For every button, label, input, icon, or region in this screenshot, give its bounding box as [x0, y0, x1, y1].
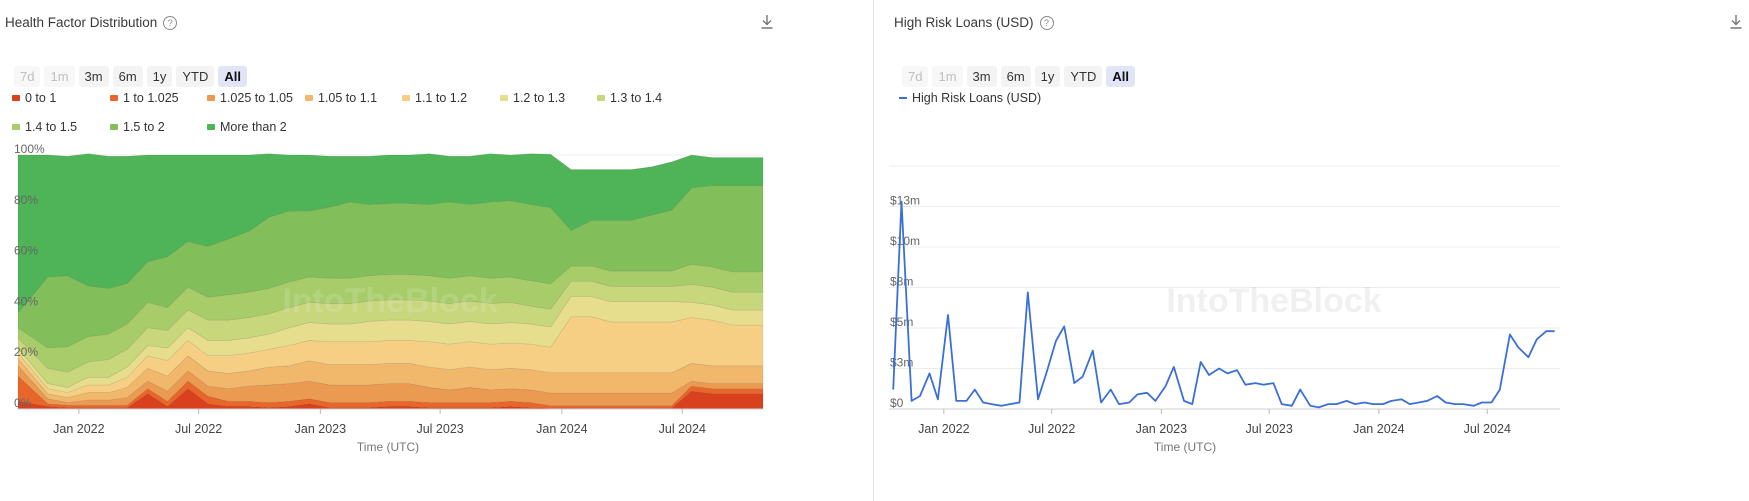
legend-label: More than 2 — [220, 120, 287, 134]
legend-swatch — [110, 95, 118, 101]
legend-item-1-025-to-1-05[interactable]: 1.025 to 1.05 — [207, 91, 293, 105]
area-1-05-to-1-1 — [17, 355, 764, 403]
legend-swatch — [500, 95, 508, 101]
right-range-3m-button[interactable]: 3m — [966, 66, 997, 87]
x-tick-label: Jul 2023 — [1246, 422, 1293, 436]
watermark-logo: IntoTheBlock — [1166, 282, 1381, 320]
x-tick-label: Jul 2022 — [1028, 422, 1075, 436]
x-tick-label: Jan 2022 — [918, 422, 969, 436]
area-1-4-to-1-5 — [17, 263, 764, 373]
left-range-3m-button[interactable]: 3m — [78, 66, 109, 87]
legend-item-1-5-to-2[interactable]: 1.5 to 2 — [110, 120, 165, 134]
y-tick-label: 0% — [14, 396, 32, 410]
legend-label: High Risk Loans (USD) — [912, 91, 1042, 105]
y-tick-label: 40% — [14, 294, 38, 308]
x-tick-label: Jul 2024 — [1464, 422, 1511, 436]
health-factor-chart: 0% 20% 40% 60% 80% 100% Jan 2022 Jul 2022 Jan 20… — [14, 142, 764, 454]
health-factor-title-row: Health Factor Distribution ? — [5, 15, 178, 30]
legend-swatch — [597, 95, 605, 101]
legend-label: 1.025 to 1.05 — [220, 91, 293, 105]
x-tick-label: Jul 2023 — [416, 422, 463, 436]
x-tick-label: Jan 2022 — [53, 422, 104, 436]
legend-item-more-than-2[interactable]: More than 2 — [207, 120, 287, 134]
legend-swatch — [402, 95, 410, 101]
legend-swatch — [207, 95, 215, 101]
legend-swatch — [110, 124, 118, 130]
legend-item-1-1-to-1-2[interactable]: 1.1 to 1.2 — [402, 91, 467, 105]
high-risk-loans-title-row: High Risk Loans (USD) ? — [894, 15, 1054, 30]
area-more-than-2 — [17, 153, 764, 314]
legend-item-0-to-1[interactable]: 0 to 1 — [12, 91, 56, 105]
legend-label: 1.1 to 1.2 — [415, 91, 468, 105]
left-range-6m-button[interactable]: 6m — [112, 66, 143, 87]
x-tick-label: Jan 2024 — [536, 422, 587, 436]
right-range-6m-button[interactable]: 6m — [1000, 66, 1031, 87]
legend-item-1-to-1-025[interactable]: 1 to 1.025 — [110, 91, 179, 105]
y-tick-label: 60% — [14, 244, 38, 258]
x-tick-label: Jan 2023 — [295, 422, 346, 436]
download-icon[interactable] — [760, 14, 774, 30]
left-range-all-button[interactable]: All — [218, 66, 248, 87]
y-tick-label: $13m — [890, 194, 920, 208]
y-tick-label: $8m — [890, 275, 913, 289]
legend-item-1-3-to-1-4[interactable]: 1.3 to 1.4 — [597, 91, 662, 105]
x-axis-title: Time (UTC) — [357, 440, 419, 454]
legend-label: 1.05 to 1.1 — [318, 91, 378, 105]
left-range-1y-button[interactable]: 1y — [146, 66, 173, 87]
left-range-ytd-button[interactable]: YTD — [176, 66, 215, 87]
y-tick-label: $0 — [890, 396, 904, 410]
y-tick-label: 100% — [14, 142, 45, 156]
legend-swatch — [12, 124, 20, 130]
area-1-to-1-025 — [17, 375, 764, 409]
question-circle-icon[interactable]: ? — [1039, 15, 1054, 30]
legend-swatch — [305, 95, 313, 101]
right-range-1m-button[interactable]: 1m — [932, 66, 963, 87]
right-range-all-button[interactable]: All — [1106, 66, 1136, 87]
y-tick-label: $5m — [890, 315, 913, 329]
legend-item-1-2-to-1-3[interactable]: 1.2 to 1.3 — [500, 91, 565, 105]
high-risk-loans-panel: High Risk Loans (USD) ? 7d 1m 3m 6m 1y YTD All… — [889, 0, 1749, 501]
legend-label: 1.3 to 1.4 — [610, 91, 663, 105]
left-range-7d-button[interactable]: 7d — [14, 66, 41, 87]
y-tick-label: $3m — [890, 356, 913, 370]
download-icon[interactable] — [1729, 14, 1743, 30]
x-tick-label: Jul 2022 — [175, 422, 222, 436]
health-factor-range-selector: 7d 1m 3m 6m 1y YTD All — [14, 66, 248, 87]
high-risk-loans-chart: $0 $3m $5m $8m $10m $13m IntoTheBlock Jan 2022 J… — [889, 165, 1560, 454]
x-tick-label: Jan 2024 — [1353, 422, 1404, 436]
high-risk-loans-line — [892, 200, 1555, 409]
legend-item-1-4-to-1-5[interactable]: 1.4 to 1.5 — [12, 120, 77, 134]
legend-item-high-risk-loans[interactable]: High Risk Loans (USD) — [899, 91, 1041, 105]
x-tick-label: Jul 2024 — [659, 422, 706, 436]
y-tick-label: 80% — [14, 193, 38, 207]
right-range-ytd-button[interactable]: YTD — [1064, 66, 1103, 87]
watermark-logo: IntoTheBlock — [282, 282, 497, 320]
legend-label: 1.2 to 1.3 — [513, 91, 566, 105]
legend-swatch — [12, 95, 20, 101]
legend-label: 1.4 to 1.5 — [25, 120, 78, 134]
right-range-1y-button[interactable]: 1y — [1034, 66, 1061, 87]
health-factor-title: Health Factor Distribution — [5, 15, 158, 30]
legend-label: 1 to 1.025 — [123, 91, 179, 105]
left-range-1m-button[interactable]: 1m — [44, 66, 75, 87]
area-1-1-to-1-2 — [17, 316, 764, 398]
legend-label: 1.5 to 2 — [123, 120, 165, 134]
health-factor-panel: Health Factor Distribution ? 7d 1m 3m 6m 1y Y… — [5, 14, 774, 454]
right-range-7d-button[interactable]: 7d — [902, 66, 929, 87]
panel-divider — [873, 0, 874, 501]
question-circle-icon[interactable]: ? — [163, 15, 178, 30]
area-1-3-to-1-4 — [17, 280, 764, 388]
x-axis-title: Time (UTC) — [1154, 440, 1216, 454]
y-tick-label: $10m — [890, 234, 920, 248]
high-risk-loans-range-selector: 7d 1m 3m 6m 1y YTD All — [902, 66, 1136, 87]
y-tick-label: 20% — [14, 345, 38, 359]
legend-item-1-05-to-1-1[interactable]: 1.05 to 1.1 — [305, 91, 377, 105]
legend-swatch — [207, 124, 215, 130]
x-tick-label: Jan 2023 — [1136, 422, 1187, 436]
area-1-5-to-2 — [17, 185, 764, 349]
legend-swatch — [899, 97, 907, 99]
legend-label: 0 to 1 — [25, 91, 57, 105]
high-risk-loans-title: High Risk Loans (USD) — [894, 15, 1034, 30]
